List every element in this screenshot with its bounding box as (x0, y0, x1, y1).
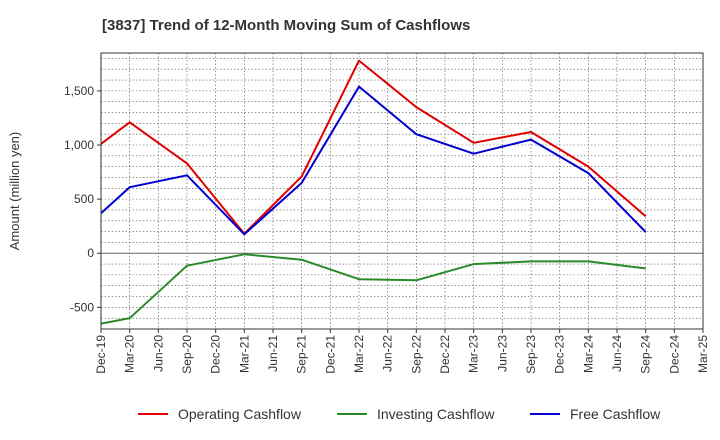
x-tick-label: Sep-23 (524, 335, 538, 374)
x-tick-label: Sep-20 (180, 335, 194, 374)
legend-label-3: Free Cashflow (570, 406, 661, 422)
y-tick-label: 500 (74, 192, 94, 206)
x-tick-label: Jun-23 (495, 335, 509, 372)
x-tick-label: Dec-20 (209, 335, 223, 374)
x-axis-ticks: Dec-19 Mar-20 Jun-20 Sep-20 Dec-20 Mar-21 Jun-… (94, 329, 710, 374)
x-tick-label: Sep-24 (639, 335, 653, 374)
legend: Operating Cashflow Investing Cashflow Free… (138, 406, 661, 422)
x-tick-label: Dec-24 (667, 335, 681, 374)
x-tick-label: Sep-21 (295, 335, 309, 374)
y-axis-label: Amount (million yen) (7, 132, 22, 251)
x-tick-label: Jun-22 (381, 335, 395, 372)
series-layer (100, 59, 647, 325)
series-line-2 (100, 253, 646, 325)
x-tick-label: Dec-23 (553, 335, 567, 374)
x-tick-label: Mar-23 (467, 335, 481, 373)
x-tick-label: Dec-19 (94, 335, 108, 374)
x-tick-label: Mar-22 (352, 335, 366, 373)
legend-label-1: Operating Cashflow (178, 406, 302, 422)
x-tick-label: Mar-24 (581, 335, 595, 373)
y-axis-ticks: -500 0 500 1,000 1,500 (64, 84, 101, 314)
x-tick-label: Dec-22 (438, 335, 452, 374)
legend-label-2: Investing Cashflow (377, 406, 495, 422)
x-tick-label: Mar-20 (123, 335, 137, 373)
x-tick-label: Mar-25 (696, 335, 710, 373)
x-tick-label: Jun-21 (266, 335, 280, 372)
x-tick-label: Jun-20 (151, 335, 165, 372)
y-tick-label: 0 (87, 246, 94, 260)
x-tick-label: Sep-22 (409, 335, 423, 374)
x-tick-label: Dec-21 (323, 335, 337, 374)
chart-title: [3837] Trend of 12-Month Moving Sum of C… (102, 17, 470, 34)
y-tick-label: 1,000 (64, 138, 94, 152)
x-tick-label: Mar-21 (237, 335, 251, 373)
plot-frame (100, 52, 704, 330)
series-line-1 (100, 59, 647, 235)
y-tick-label: -500 (70, 300, 94, 314)
y-tick-label: 1,500 (64, 84, 94, 98)
series-line-3 (100, 85, 647, 236)
x-tick-label: Jun-24 (610, 335, 624, 372)
